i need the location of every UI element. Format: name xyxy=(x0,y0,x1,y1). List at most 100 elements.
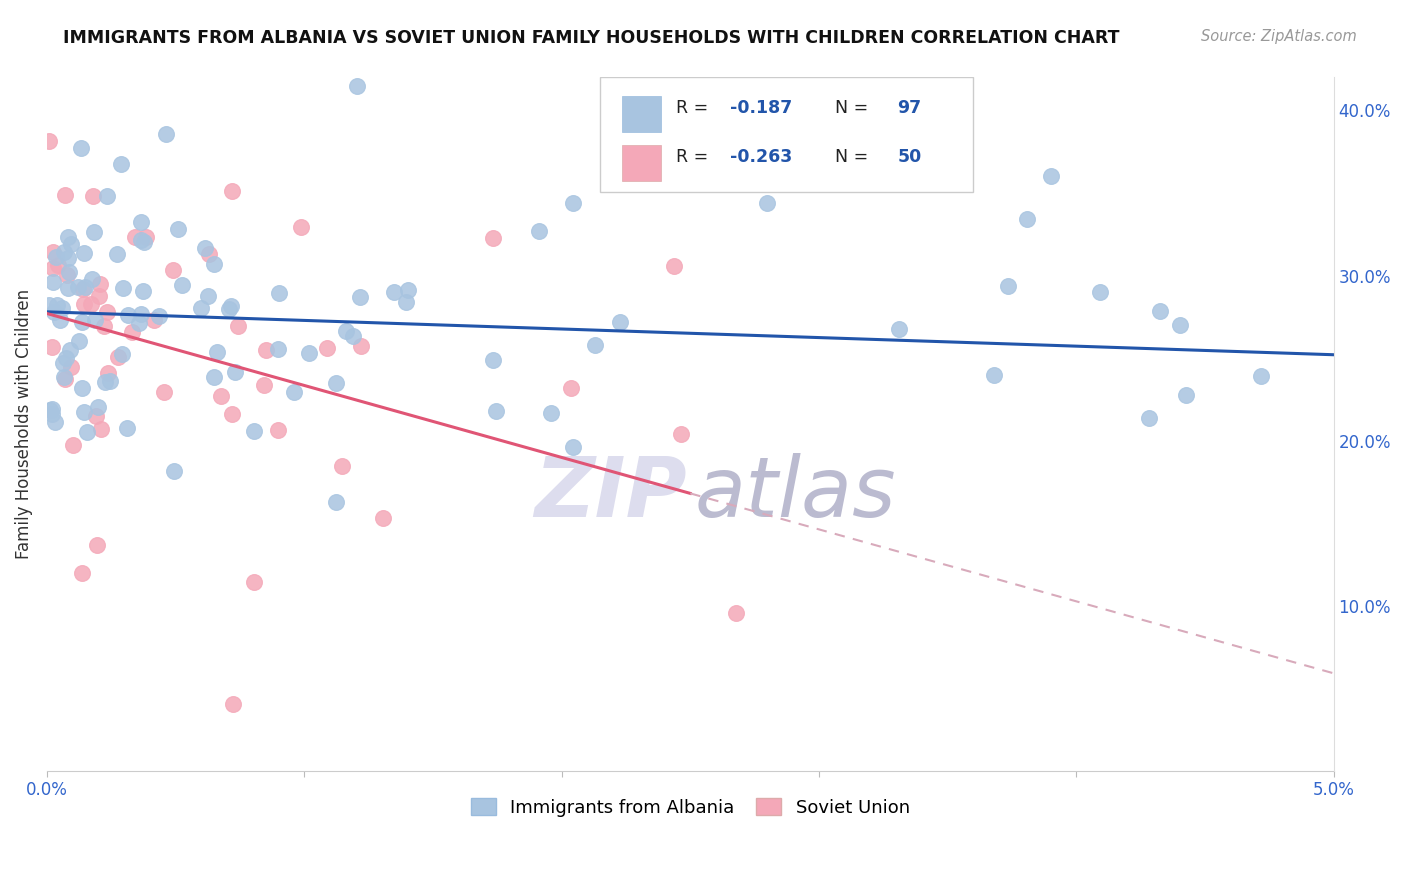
Point xyxy=(49,313,72,327)
Point xyxy=(82,272,104,286)
Point xyxy=(197,289,219,303)
Point xyxy=(583,338,606,352)
Point xyxy=(162,263,184,277)
Point xyxy=(1250,369,1272,384)
Point xyxy=(350,339,373,353)
Point xyxy=(51,301,73,316)
Point xyxy=(72,282,94,296)
Point xyxy=(267,286,290,301)
Point xyxy=(342,329,364,343)
Point xyxy=(96,305,118,319)
Point xyxy=(73,246,96,260)
Point xyxy=(335,324,357,338)
Point xyxy=(66,279,89,293)
Point xyxy=(59,343,82,357)
Point xyxy=(148,309,170,323)
Point xyxy=(485,404,508,418)
Point xyxy=(56,229,79,244)
Point xyxy=(228,318,250,333)
Point xyxy=(73,297,96,311)
Point xyxy=(396,283,419,297)
Point xyxy=(75,280,97,294)
FancyBboxPatch shape xyxy=(600,78,973,192)
Point xyxy=(69,334,91,348)
Point xyxy=(190,301,212,315)
Point xyxy=(94,376,117,390)
Point xyxy=(325,495,347,509)
Point xyxy=(725,606,748,620)
Point xyxy=(267,342,290,356)
Point xyxy=(382,285,405,299)
Point xyxy=(298,346,321,360)
Point xyxy=(89,277,111,292)
Point xyxy=(56,251,79,265)
Point xyxy=(221,407,243,421)
Point xyxy=(221,184,243,198)
Y-axis label: Family Households with Children: Family Households with Children xyxy=(15,289,32,559)
FancyBboxPatch shape xyxy=(621,96,661,132)
Point xyxy=(53,372,76,386)
Point xyxy=(83,225,105,239)
Point xyxy=(129,307,152,321)
Point xyxy=(395,294,418,309)
Point xyxy=(609,315,631,329)
Point xyxy=(562,196,585,211)
Point xyxy=(1175,388,1198,402)
Point xyxy=(38,298,60,312)
Point xyxy=(1090,285,1112,300)
Point xyxy=(371,511,394,525)
Text: R =: R = xyxy=(676,99,714,117)
Text: -0.263: -0.263 xyxy=(730,147,793,166)
Point xyxy=(96,189,118,203)
Point xyxy=(198,247,221,261)
Point xyxy=(60,360,83,375)
Point xyxy=(205,345,228,359)
Point xyxy=(267,423,290,437)
Point xyxy=(242,574,264,589)
Point xyxy=(224,365,246,379)
Point xyxy=(42,275,65,289)
Point xyxy=(219,299,242,313)
Point xyxy=(93,319,115,334)
Point xyxy=(86,538,108,552)
Point xyxy=(128,316,150,330)
Point xyxy=(209,389,232,403)
Point xyxy=(53,244,76,259)
Legend: Immigrants from Albania, Soviet Union: Immigrants from Albania, Soviet Union xyxy=(464,791,917,824)
Text: R =: R = xyxy=(676,147,714,166)
Point xyxy=(253,377,276,392)
Point xyxy=(80,297,103,311)
Point xyxy=(84,409,107,423)
Point xyxy=(162,464,184,478)
Point xyxy=(110,156,132,170)
Point xyxy=(669,426,692,441)
Point xyxy=(105,246,128,260)
Point xyxy=(76,425,98,439)
Point xyxy=(86,401,108,415)
Point xyxy=(41,407,63,421)
Point xyxy=(84,313,107,327)
Point xyxy=(41,402,63,417)
Point xyxy=(290,219,312,234)
Point xyxy=(560,381,582,395)
Point xyxy=(134,235,156,249)
Text: -0.187: -0.187 xyxy=(730,99,793,117)
Point xyxy=(62,438,84,452)
Point xyxy=(42,260,65,275)
Text: ZIP: ZIP xyxy=(534,453,686,534)
Point xyxy=(117,308,139,322)
Point xyxy=(540,406,562,420)
Point xyxy=(243,424,266,438)
Point xyxy=(349,290,371,304)
Point xyxy=(155,127,177,141)
Point xyxy=(482,353,505,368)
Point xyxy=(70,566,93,580)
Point xyxy=(51,356,73,370)
Point xyxy=(131,215,153,229)
Point xyxy=(202,257,225,271)
Point xyxy=(38,134,60,148)
Point xyxy=(107,351,129,365)
Point xyxy=(1137,411,1160,425)
Point xyxy=(1149,304,1171,318)
Point xyxy=(69,140,91,154)
